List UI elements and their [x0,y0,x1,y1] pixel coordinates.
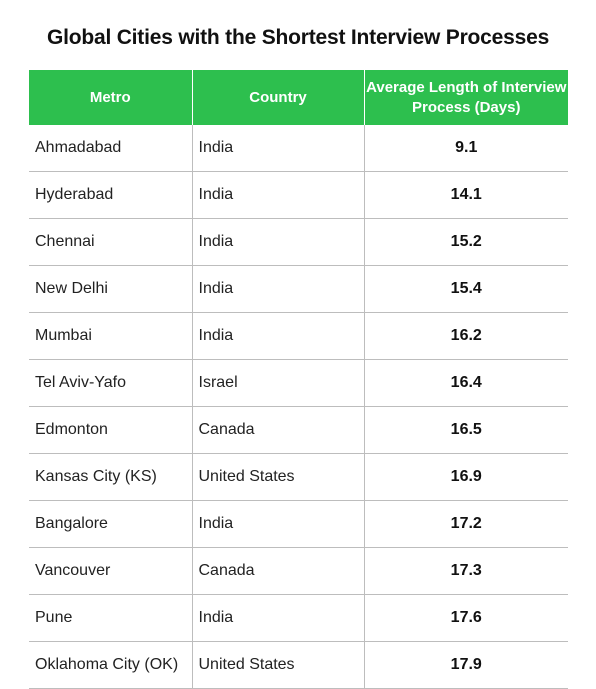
country-cell: Canada [192,547,365,595]
column-header-country: Country [192,70,365,125]
days-value-cell: 17.2 [364,500,568,548]
days-value-cell: 14.1 [364,171,568,219]
metro-cell: Tel Aviv-Yafo [29,359,193,407]
chart-title: Global Cities with the Shortest Intervie… [46,26,550,49]
days-value-cell: 17.3 [364,547,568,595]
days-value-cell: 9.1 [364,125,568,172]
metro-cell: Vancouver [29,547,193,595]
metro-cell: Pune [29,594,193,642]
table-row: Tel Aviv-Yafo Israel 16.4 [29,359,568,407]
metro-cell: New Delhi [29,265,193,313]
metro-cell: Hyderabad [29,171,193,219]
days-value-cell: 16.2 [364,312,568,360]
metro-cell: Oklahoma City (OK) [29,641,193,689]
days-value-cell: 15.2 [364,218,568,266]
data-table: Metro Country Average Length of Intervie… [29,70,568,689]
table-row: Ahmadabad India 9.1 [29,125,568,172]
table-row: Vancouver Canada 17.3 [29,547,568,595]
metro-cell: Bangalore [29,500,193,548]
metro-cell: Kansas City (KS) [29,453,193,501]
days-value-cell: 16.4 [364,359,568,407]
metro-cell: Mumbai [29,312,193,360]
country-cell: Israel [192,359,365,407]
table-row: Edmonton Canada 16.5 [29,406,568,454]
table-row: Bangalore India 17.2 [29,500,568,548]
metro-cell: Edmonton [29,406,193,454]
country-cell: India [192,312,365,360]
days-value-cell: 17.6 [364,594,568,642]
table-row: Chennai India 15.2 [29,218,568,266]
table-row: New Delhi India 15.4 [29,265,568,313]
country-cell: India [192,171,365,219]
country-cell: India [192,125,365,172]
country-cell: India [192,594,365,642]
country-cell: United States [192,641,365,689]
table-body: Ahmadabad India 9.1 Hyderabad India 14.1 Chenn… [29,125,568,689]
metro-cell: Chennai [29,218,193,266]
table-row: Oklahoma City (OK) United States 17.9 [29,641,568,689]
table-row: Kansas City (KS) United States 16.9 [29,453,568,501]
column-header-metro: Metro [29,70,193,125]
country-cell: Canada [192,406,365,454]
days-value-cell: 16.9 [364,453,568,501]
table-row: Mumbai India 16.2 [29,312,568,360]
table-row: Pune India 17.6 [29,594,568,642]
metro-cell: Ahmadabad [29,125,193,172]
country-cell: India [192,265,365,313]
country-cell: United States [192,453,365,501]
days-value-cell: 16.5 [364,406,568,454]
country-cell: India [192,500,365,548]
days-value-cell: 15.4 [364,265,568,313]
table-row: Hyderabad India 14.1 [29,171,568,219]
header-row: Metro Country Average Length of Intervie… [29,70,568,125]
column-header-days: Average Length of Interview Process (Day… [364,70,568,125]
days-value-cell: 17.9 [364,641,568,689]
country-cell: India [192,218,365,266]
